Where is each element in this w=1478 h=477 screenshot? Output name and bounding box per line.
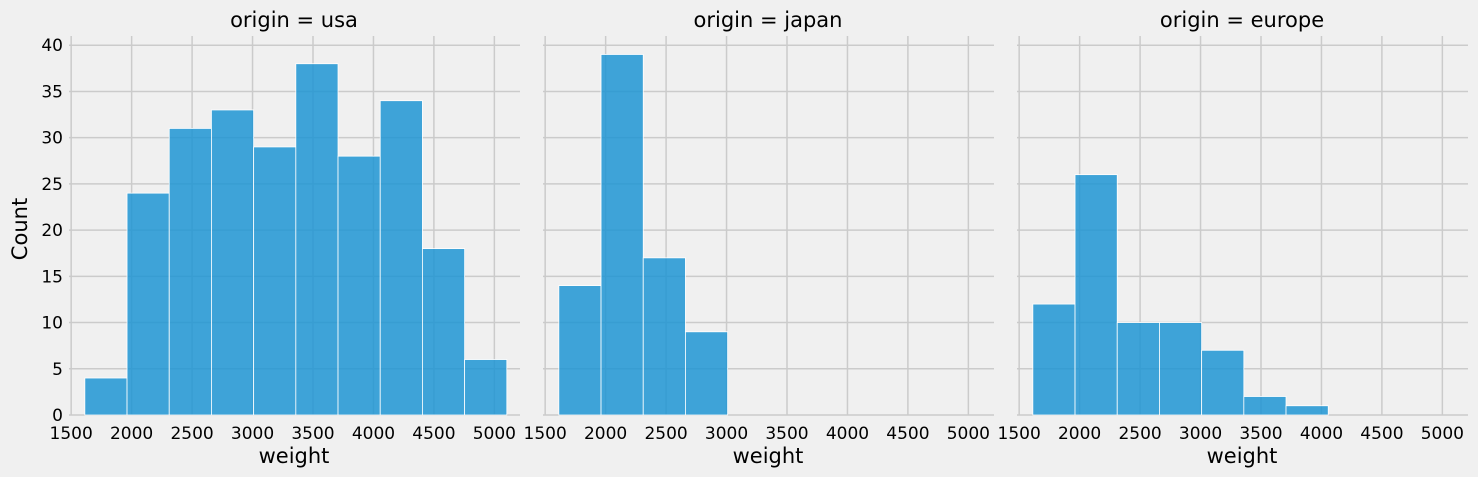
x-tick-label: 4500 bbox=[412, 424, 455, 444]
y-axis-title: Count bbox=[8, 198, 32, 260]
x-axis-title-usa: weight bbox=[259, 444, 330, 468]
x-tick-label: 2000 bbox=[1058, 424, 1101, 444]
x-tick-label: 3500 bbox=[291, 424, 334, 444]
histogram-bar bbox=[1285, 405, 1329, 416]
x-tick-label: 4500 bbox=[886, 424, 929, 444]
x-tick-label: 4500 bbox=[1360, 424, 1403, 444]
histogram-bar bbox=[558, 285, 602, 416]
x-tick-label: 1500 bbox=[998, 424, 1041, 444]
x-tick-label: 3500 bbox=[765, 424, 808, 444]
facet-title-usa: origin = usa bbox=[230, 8, 358, 32]
x-tick-label: 2500 bbox=[1118, 424, 1161, 444]
histogram-bar bbox=[126, 192, 170, 416]
x-tick-label: 3000 bbox=[705, 424, 748, 444]
x-tick-label: 3000 bbox=[1179, 424, 1222, 444]
histogram-bar bbox=[211, 109, 255, 416]
histogram-bar bbox=[1201, 349, 1245, 416]
x-tick-label: 2000 bbox=[584, 424, 627, 444]
y-axis-ticks: 0 5 10 15 20 25 30 35 40 bbox=[41, 36, 63, 426]
x-tick-label: 5000 bbox=[947, 424, 990, 444]
y-tick-label: 30 bbox=[41, 129, 63, 149]
histogram-bar bbox=[1243, 396, 1287, 416]
y-tick-label: 15 bbox=[41, 267, 63, 287]
y-tick-label: 10 bbox=[41, 314, 63, 334]
x-tick-label: 4000 bbox=[1300, 424, 1343, 444]
histogram-bar bbox=[422, 248, 466, 416]
histogram-bar bbox=[337, 155, 381, 416]
x-tick-label: 2500 bbox=[170, 424, 213, 444]
x-tick-label: 3000 bbox=[231, 424, 274, 444]
x-tick-label: 4000 bbox=[352, 424, 395, 444]
histogram-bar bbox=[685, 331, 729, 416]
histogram-bar bbox=[642, 257, 686, 416]
x-tick-label: 1500 bbox=[524, 424, 567, 444]
histogram-bar bbox=[1032, 303, 1076, 416]
y-tick-label: 20 bbox=[41, 221, 63, 241]
histogram-bar bbox=[379, 100, 423, 416]
histogram-bar bbox=[600, 54, 644, 416]
x-tick-label: 2000 bbox=[110, 424, 153, 444]
x-tick-label: 5000 bbox=[1421, 424, 1464, 444]
y-tick-label: 35 bbox=[41, 82, 63, 102]
x-axis-title-japan: weight bbox=[733, 444, 804, 468]
x-tick-label: 3500 bbox=[1239, 424, 1282, 444]
y-tick-label: 25 bbox=[41, 175, 63, 195]
histogram-bar bbox=[1116, 322, 1160, 416]
y-tick-label: 5 bbox=[52, 360, 63, 380]
histogram-bar bbox=[168, 128, 212, 416]
facet-title-europe: origin = europe bbox=[1160, 8, 1324, 32]
x-tick-label: 1500 bbox=[50, 424, 93, 444]
histogram-bar bbox=[84, 377, 128, 416]
x-tick-label: 4000 bbox=[826, 424, 869, 444]
x-axis-title-europe: weight bbox=[1207, 444, 1278, 468]
histogram-bar bbox=[1159, 322, 1203, 416]
x-tick-label: 5000 bbox=[473, 424, 516, 444]
facet-title-japan: origin = japan bbox=[694, 8, 843, 32]
histogram-bar bbox=[295, 63, 339, 416]
histogram-bar bbox=[1074, 174, 1118, 416]
facet-usa: 1500 2000 2500 3000 3500 4000 4500 5000 origin … bbox=[50, 8, 520, 468]
histogram-bar bbox=[464, 359, 508, 416]
histogram-bar bbox=[253, 146, 297, 416]
facet-japan: 1500 2000 2500 3000 3500 4000 4500 5000 origin … bbox=[524, 8, 994, 468]
x-tick-label: 2500 bbox=[644, 424, 687, 444]
y-tick-label: 40 bbox=[41, 36, 63, 56]
y-tick-label: 0 bbox=[52, 406, 63, 426]
facet-europe: 1500 2000 2500 3000 3500 4000 4500 5000 origin … bbox=[998, 8, 1468, 468]
